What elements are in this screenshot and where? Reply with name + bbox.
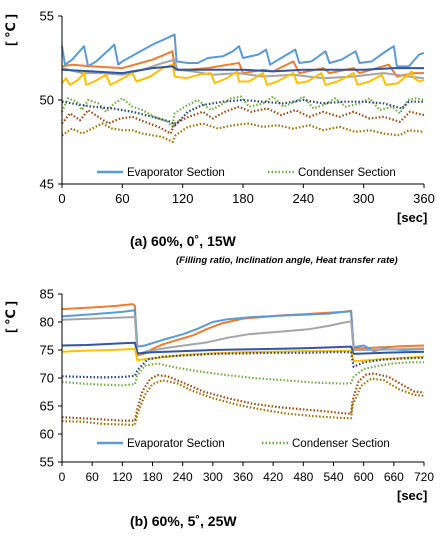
x-tick-label: 120: [112, 470, 132, 484]
subcaption-a: (Filling ratio, Inclination angle, Heat …: [176, 255, 398, 266]
series-line-evaporator-2: [61, 316, 425, 356]
x-tick-label: 60: [115, 191, 129, 206]
y-tick-label: 50: [40, 93, 54, 108]
series-line-evaporator-1: [61, 309, 425, 353]
caption-a: (a) 60%, 0˚, 15W: [130, 233, 236, 249]
x-tick-label: 480: [293, 470, 313, 484]
series-group: [60, 33, 425, 144]
series-line-condenser-8: [61, 377, 425, 427]
x-tick-label: 600: [354, 470, 374, 484]
series-line-condenser-7: [61, 98, 424, 127]
y-tick-label: 70: [40, 371, 54, 386]
x-tick-label: 360: [413, 191, 435, 206]
x-tick-label: 360: [233, 470, 253, 484]
y-tick-label: 80: [40, 315, 54, 330]
series-line-evaporator-0: [61, 33, 425, 68]
legend: Evaporator Section Condenser Section: [97, 438, 390, 450]
x-tick-label: 60: [85, 470, 99, 484]
x-tick-label: 0: [59, 470, 66, 484]
series-line-condenser-5: [60, 95, 425, 128]
legend-label-evaporator: Evaporator Section: [127, 438, 225, 450]
series-line-evaporator-3: [61, 63, 425, 86]
series-line-evaporator-4: [61, 65, 424, 75]
series-line-condenser-6: [61, 361, 424, 387]
y-tick-label: 45: [40, 177, 54, 192]
x-axis-label: [sec]: [397, 488, 427, 503]
x-tick-label: 420: [263, 470, 283, 484]
series-line-condenser-8: [61, 122, 425, 144]
y-tick-label: 55: [40, 9, 54, 24]
y-tick-label: 60: [40, 427, 54, 442]
chart-panel-a: 45 50 55 0 60 120 180 240 300 360 [ ℃ ] [sec] Evapor…: [3, 9, 435, 226]
x-tick-label: 240: [292, 191, 314, 206]
x-tick-label: 240: [173, 470, 193, 484]
x-tick-label: 660: [384, 470, 404, 484]
x-tick-label: 720: [414, 470, 434, 484]
series-line-evaporator-3: [61, 341, 425, 355]
series-line-condenser-6: [61, 105, 425, 135]
x-axis-label: [sec]: [397, 210, 427, 225]
y-tick-label: 75: [40, 343, 54, 358]
legend-label-condenser: Condenser Section: [292, 438, 390, 450]
y-axis-label: [ ℃ ]: [3, 14, 18, 46]
x-tick-label: 180: [142, 470, 162, 484]
x-tick-label: 540: [323, 470, 343, 484]
x-tick-label: 300: [353, 191, 375, 206]
legend: Evaporator Section Condenser Section: [97, 167, 396, 179]
x-tick-label: 0: [58, 191, 65, 206]
series-line-evaporator-1: [61, 50, 424, 78]
x-tick-label: 180: [232, 191, 254, 206]
legend-label-condenser: Condenser Section: [298, 167, 396, 179]
chart-panel-b: 55 60 65 70 75 80 85 0 60 120 180 240 300 360 420 480 54…: [3, 287, 434, 504]
x-tick-label: 300: [203, 470, 223, 484]
y-tick-label: 65: [40, 399, 54, 414]
y-tick-label: 85: [40, 287, 54, 302]
series-line-condenser-7: [61, 372, 425, 422]
series-line-evaporator-2: [61, 58, 425, 80]
caption-b: (b) 60%, 5˚, 25W: [130, 513, 237, 529]
series-group: [61, 303, 425, 427]
legend-label-evaporator: Evaporator Section: [127, 167, 225, 179]
y-tick-label: 55: [40, 455, 54, 470]
y-axis-label: [ ℃ ]: [3, 301, 18, 333]
x-tick-label: 120: [172, 191, 194, 206]
